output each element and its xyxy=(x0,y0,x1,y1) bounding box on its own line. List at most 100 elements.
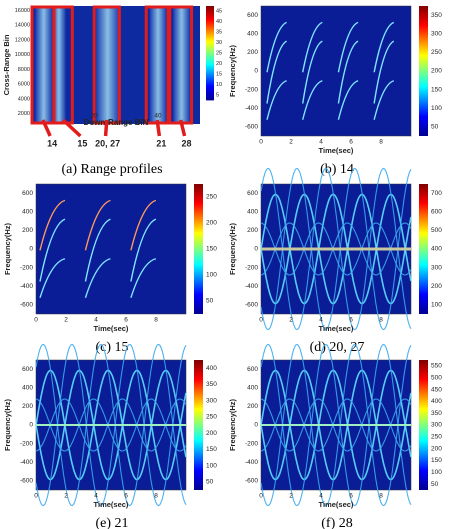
x-tick-label: 40 xyxy=(154,113,162,120)
y-tick-label: 200 xyxy=(247,403,258,410)
caption: (d) 20, 27 xyxy=(310,340,365,355)
x-tick-label: 6 xyxy=(349,139,353,146)
colorbar xyxy=(194,184,203,314)
y-axis-label: Frequency(Hz) xyxy=(228,44,237,97)
x-tick-label: 4 xyxy=(319,139,323,146)
y-tick-label: -200 xyxy=(245,86,258,93)
range-strip xyxy=(52,6,66,124)
colorbar-tick-label: 100 xyxy=(206,272,217,279)
colorbar-tick-label: 150 xyxy=(431,457,442,464)
x-tick-label: 6 xyxy=(349,493,353,500)
arrow xyxy=(103,119,109,137)
x-tick-label: 6 xyxy=(349,317,353,324)
colorbar-tick-label: 400 xyxy=(431,398,442,405)
signatures xyxy=(260,167,412,331)
colorbar-tick-label: 600 xyxy=(431,209,442,216)
x-axis-label: Down-Range BIN xyxy=(84,118,149,127)
y-tick-label: 400 xyxy=(22,385,33,392)
y-tick-label: -600 xyxy=(245,477,258,484)
marker-label: 15 xyxy=(77,138,87,148)
signature-curve xyxy=(337,21,359,73)
y-tick-label: -600 xyxy=(20,477,33,484)
signature-curve xyxy=(260,193,412,305)
colorbar-tick-label: 20 xyxy=(216,61,222,67)
y-tick-label: -600 xyxy=(245,123,258,130)
signature-curve xyxy=(260,398,412,452)
highlight-box xyxy=(52,5,74,125)
x-tick-label: 0 xyxy=(34,317,38,324)
colorbar-tick-label: 250 xyxy=(206,194,217,201)
signature-curve xyxy=(260,398,412,452)
plot-area xyxy=(35,183,187,315)
colorbar-tick-label: 200 xyxy=(431,445,442,452)
arrow xyxy=(61,118,82,138)
signature-curve xyxy=(337,80,359,120)
signature-curve xyxy=(373,21,395,73)
y-tick-label: 0 xyxy=(254,422,258,429)
y-tick-label: 0 xyxy=(29,422,33,429)
y-tick-label: 600 xyxy=(22,366,33,373)
x-axis-label: Time(sec) xyxy=(319,500,354,509)
signature-curve xyxy=(337,40,359,104)
y-axis-label: Frequency(Hz) xyxy=(228,222,237,275)
x-tick-label: 6 xyxy=(124,493,128,500)
colorbar-tick-label: 550 xyxy=(431,363,442,370)
colorbar-tick-label: 500 xyxy=(431,227,442,234)
signatures xyxy=(260,343,412,507)
colorbar xyxy=(419,360,428,490)
colorbar-tick-label: 250 xyxy=(431,49,442,56)
colorbar-tick-label: 300 xyxy=(206,397,217,404)
colorbar-tick-label: 200 xyxy=(431,68,442,75)
signature-curve xyxy=(260,369,412,481)
range-strip xyxy=(95,6,120,124)
signature-curve xyxy=(302,40,323,104)
signature-curve xyxy=(260,193,412,305)
marker-label: 28 xyxy=(182,138,192,148)
colorbar-tick-label: 50 xyxy=(206,479,214,486)
y-tick-label: -400 xyxy=(20,459,33,466)
colorbar-tick-label: 150 xyxy=(206,446,217,453)
y-tick-label: 2000 xyxy=(18,111,30,117)
y-tick-label: 4000 xyxy=(18,96,30,102)
x-tick-label: 2 xyxy=(289,139,293,146)
x-tick-label: 4 xyxy=(94,317,98,324)
y-tick-label: 0 xyxy=(29,246,33,253)
signature-curve xyxy=(39,199,66,251)
colorbar xyxy=(206,6,214,101)
colorbar-tick-label: 700 xyxy=(431,190,442,197)
x-tick-label: 0 xyxy=(34,493,38,500)
colorbar xyxy=(419,184,428,314)
colorbar-tick-label: 40 xyxy=(216,19,222,25)
y-axis-label: Frequency(Hz) xyxy=(3,398,12,451)
y-tick-label: 6000 xyxy=(18,82,30,88)
x-tick-label: 4 xyxy=(319,493,323,500)
signature-curve xyxy=(39,218,66,282)
y-tick-label: 600 xyxy=(22,190,33,197)
y-tick-label: -600 xyxy=(20,301,33,308)
signatures xyxy=(39,199,157,298)
x-tick-label: 4 xyxy=(319,317,323,324)
colorbar-tick-label: 350 xyxy=(431,410,442,417)
signature-curve xyxy=(130,258,157,298)
colorbar-tick-label: 300 xyxy=(431,422,442,429)
signature-curve xyxy=(39,258,66,298)
y-axis-label: Frequency(Hz) xyxy=(3,222,12,275)
signature-curve xyxy=(373,80,395,120)
x-tick-label: 6 xyxy=(124,317,128,324)
arrow xyxy=(155,119,162,137)
x-tick-label: 20 xyxy=(91,113,99,120)
colorbar-tick-label: 25 xyxy=(216,51,222,57)
x-tick-label: 8 xyxy=(154,317,158,324)
marker-label: 20, 27 xyxy=(95,138,120,148)
colorbar-tick-label: 200 xyxy=(431,283,442,290)
signatures xyxy=(266,21,395,120)
x-tick-label: 2 xyxy=(64,317,68,324)
caption: (c) 15 xyxy=(95,340,128,355)
colorbar-tick-label: 100 xyxy=(431,105,442,112)
y-tick-label: 200 xyxy=(22,403,33,410)
marker-label: 14 xyxy=(47,138,57,148)
y-tick-label: 0 xyxy=(254,246,258,253)
signature-curve xyxy=(302,80,323,120)
x-axis-label: Time(sec) xyxy=(94,500,129,509)
colorbar-tick-label: 400 xyxy=(431,246,442,253)
